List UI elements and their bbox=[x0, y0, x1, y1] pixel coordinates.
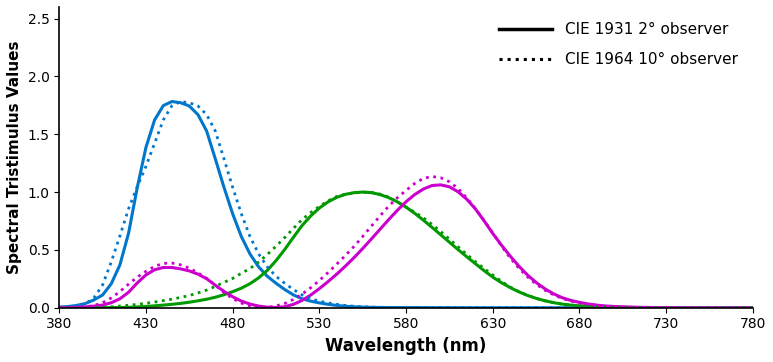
X-axis label: Wavelength (nm): Wavelength (nm) bbox=[325, 337, 487, 355]
Legend: CIE 1931 2° observer, CIE 1964 10° observer: CIE 1931 2° observer, CIE 1964 10° obser… bbox=[492, 14, 745, 75]
Y-axis label: Spectral Tristimulus Values: Spectral Tristimulus Values bbox=[7, 41, 22, 274]
